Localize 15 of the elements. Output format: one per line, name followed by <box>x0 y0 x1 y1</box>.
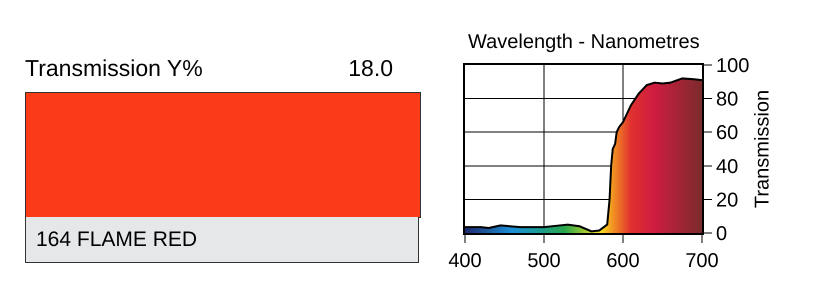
y-axis-title: Transmission <box>751 90 774 208</box>
y-tick-label: 20 <box>716 189 738 212</box>
x-tick-label: 700 <box>685 250 719 272</box>
x-axis-title: Wavelength - Nanometres <box>468 31 700 53</box>
y-tick-label: 80 <box>716 88 738 111</box>
text: 164 FLAME RED <box>25 217 419 263</box>
y-tick-label: 100 <box>716 55 750 77</box>
y-tick-label: 60 <box>716 122 738 144</box>
text: 18.0 <box>348 55 393 82</box>
y-tick-label: 40 <box>716 156 738 178</box>
x-tick-label: 400 <box>448 250 482 272</box>
x-tick-label: 600 <box>606 250 640 272</box>
text: Transmission Y% <box>25 55 203 82</box>
x-tick-label: 500 <box>527 250 561 272</box>
y-tick-label: 0 <box>716 223 728 245</box>
